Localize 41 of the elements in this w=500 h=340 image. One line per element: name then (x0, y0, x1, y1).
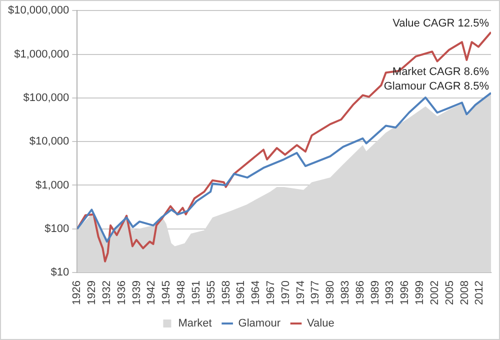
y-tick-label: $1,000,000 (14, 48, 70, 60)
x-tick-label: 1970 (280, 280, 292, 306)
x-tick-label: 1977 (310, 280, 322, 306)
x-tick-label: 1980 (324, 280, 337, 306)
x-tick-label: 1926 (71, 280, 84, 306)
x-tick-label: 1999 (414, 280, 426, 306)
y-tick-label: $100,000 (23, 92, 70, 104)
x-tick-label: 1964 (250, 280, 262, 306)
annotation: Market CAGR 8.6% (392, 66, 490, 78)
x-tick-label: 1936 (116, 280, 128, 306)
x-tick-label: 2005 (444, 280, 456, 306)
x-tick-label: 2008 (458, 280, 471, 306)
y-tick-label: $10,000 (29, 136, 70, 148)
x-tick-label: 1929 (86, 280, 98, 306)
x-tick-label: 1993 (384, 280, 396, 306)
legend-label: Market (178, 318, 212, 330)
legend-label: Glamour (238, 318, 281, 330)
x-tick-label: 2012 (474, 280, 486, 306)
legend-label: Value (306, 318, 334, 330)
x-tick-label: 1932 (101, 280, 114, 306)
x-tick-label: 1955 (205, 280, 218, 306)
x-tick-label: 1945 (160, 280, 173, 306)
x-tick-label: 1961 (235, 280, 248, 306)
annotation: Glamour CAGR 8.5% (384, 80, 490, 93)
x-tick-label: 1974 (294, 280, 307, 306)
annotation: Value CAGR 12.5% (392, 18, 490, 30)
x-tick-label: 1948 (176, 280, 188, 306)
x-tick-label: 1939 (130, 280, 143, 306)
x-tick-label: 1996 (399, 280, 412, 306)
x-tick-label: 1989 (369, 280, 382, 306)
y-tick-label: $100 (44, 222, 70, 235)
x-tick-label: 2002 (428, 280, 441, 306)
x-tick-label: 1986 (354, 280, 366, 306)
y-tick-label: $10 (50, 266, 70, 279)
x-tick-label: 1983 (340, 280, 352, 306)
x-tick-label: 1951 (190, 280, 202, 306)
x-tick-label: 1967 (264, 280, 277, 306)
y-tick-label: $10,000,000 (8, 4, 70, 17)
y-tick-label: $1,000 (36, 179, 70, 192)
x-tick-label: 1958 (220, 280, 232, 306)
x-tick-label: 1942 (146, 280, 158, 306)
